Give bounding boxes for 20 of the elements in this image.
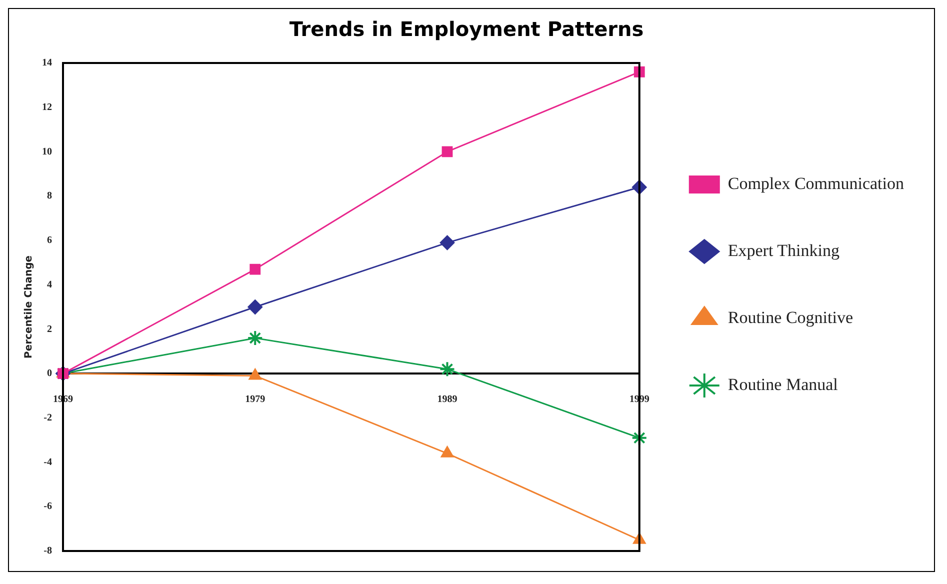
y-tick-label: 14 <box>42 58 52 69</box>
legend-label: Expert Thinking <box>728 240 840 260</box>
y-tick-label: 2 <box>47 324 52 335</box>
chart-title: Trends in Employment Patterns <box>289 17 644 42</box>
y-tick-label: -8 <box>44 546 52 557</box>
y-tick-label: -6 <box>44 501 52 512</box>
y-tick-label: 8 <box>47 190 52 202</box>
y-axis-title: Percentile Change <box>24 255 35 359</box>
legend-label: Routine Cognitive <box>728 308 854 327</box>
legend-label: Complex Communication <box>728 174 904 193</box>
y-tick-label: 4 <box>47 279 52 290</box>
x-tick-label: 1989 <box>437 394 458 406</box>
y-tick-label: -2 <box>44 412 52 424</box>
y-tick-label: 10 <box>42 146 52 158</box>
y-tick-label: 12 <box>42 102 52 113</box>
y-tick-label: -4 <box>44 456 52 468</box>
legend-label: Routine Manual <box>728 374 838 394</box>
y-tick-label: 0 <box>47 368 52 380</box>
y-tick-label: 6 <box>47 235 52 246</box>
x-tick-label: 1979 <box>245 394 266 406</box>
